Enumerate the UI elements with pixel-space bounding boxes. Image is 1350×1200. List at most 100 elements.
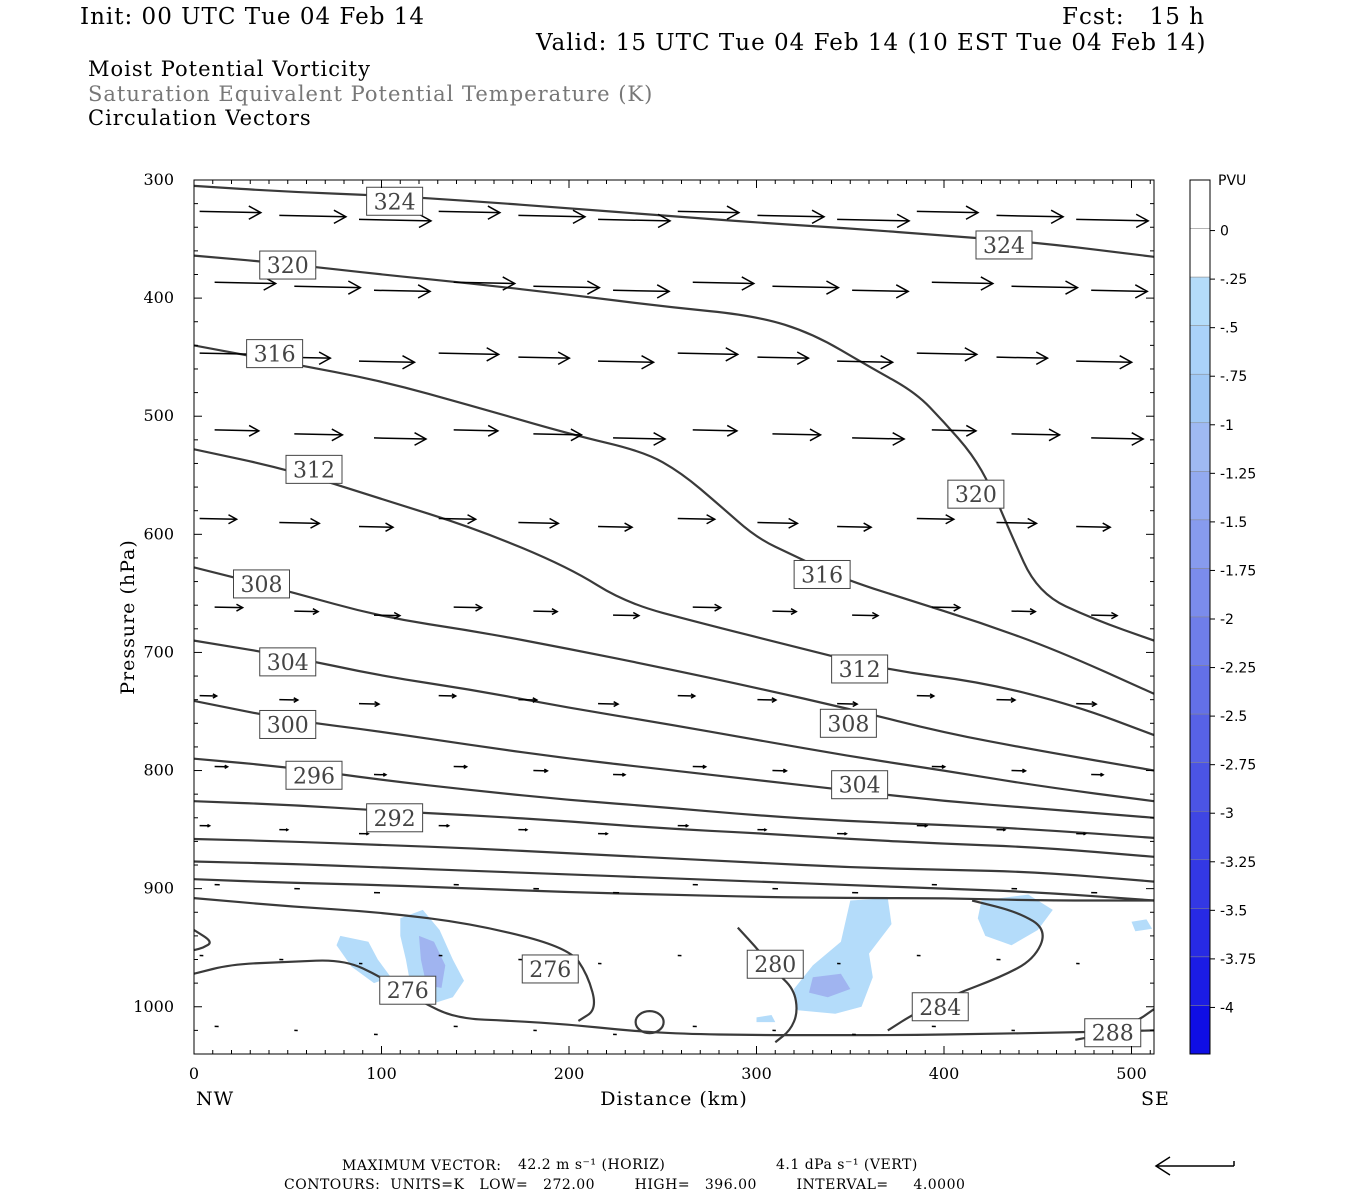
contour-label-308: 308 (827, 712, 869, 737)
contour-label-276: 276 (387, 979, 429, 1004)
contour-label-box (379, 975, 437, 1005)
contour-labels: 324 324 320 320 316 316 312 312 308 308 304 304 300 2… (233, 186, 1142, 1048)
vector-arrow (598, 213, 672, 229)
vector-arrow (1011, 768, 1028, 774)
vector-arrow (996, 351, 1050, 366)
contour-276 (194, 897, 596, 1022)
vector-arrow (438, 823, 451, 828)
legend-theta-es: Saturation Equivalent Potential Temperat… (88, 82, 654, 106)
colorbar-swatch (1189, 373, 1211, 424)
colorbar-unit: PVU (1218, 173, 1246, 189)
pv-region-2 (419, 935, 446, 988)
colorbar-label: -3.25 (1220, 855, 1256, 871)
vector-arrow (294, 608, 320, 616)
colorbar-swatch (1189, 228, 1211, 278)
vector-arrow (279, 828, 290, 832)
plot-frame (193, 179, 1155, 1055)
vector-arrow (1076, 700, 1098, 708)
vector-arrow (1091, 772, 1105, 777)
vector-arrow (279, 209, 348, 225)
x-tick-label: 200 (554, 1064, 585, 1083)
vector-arrow (373, 432, 428, 446)
vector-arrow (772, 608, 798, 616)
vector-arrow (837, 832, 848, 836)
max-vector-horiz: 42.2 m s⁻¹ (HORIZ) (518, 1157, 666, 1173)
contour-label-292: 292 (374, 807, 416, 832)
contour-label-box (793, 559, 851, 589)
contour-lines (194, 184, 1154, 1044)
vector-arrow (438, 514, 478, 525)
vector-arrow (438, 205, 502, 220)
pv-region-3 (794, 898, 892, 1014)
vector-arrow (757, 828, 768, 832)
vector-arrow (837, 213, 911, 229)
vector-arrow (294, 280, 362, 295)
pv-shading (336, 894, 1153, 1023)
vector-arrow (996, 517, 1039, 529)
vector-arrow (677, 823, 690, 828)
vector-arrow (598, 522, 634, 532)
colorbar-swatch (1189, 471, 1211, 521)
x-tick-label: 100 (366, 1064, 397, 1083)
contour-label-box (521, 954, 579, 984)
contour-label-box (975, 230, 1033, 260)
vector-arrow (1076, 213, 1150, 229)
colorbar-swatch (1189, 859, 1211, 909)
vector-arrow (852, 432, 906, 446)
x-end-label-se: SE (1141, 1088, 1170, 1110)
vector-arrow (358, 355, 417, 370)
vector-arrow (214, 603, 245, 612)
vector-arrow (294, 428, 344, 442)
vector-arrow (613, 772, 627, 777)
contour-label-box (233, 569, 290, 599)
vector-arrow (692, 603, 723, 612)
vector-arrow (772, 768, 788, 774)
colorbar-swatch (1189, 422, 1211, 472)
vector-arrow (852, 284, 910, 299)
colorbar-swatch (1189, 713, 1211, 763)
vector-arrow (533, 428, 584, 442)
vector-arrow (518, 828, 529, 832)
vector-arrow (996, 828, 1007, 832)
colorbar-swatch (1189, 665, 1211, 715)
vector-arrow (533, 608, 559, 616)
contour-label-box (285, 760, 343, 790)
vector-arrow (1076, 832, 1087, 836)
colorbar-swatch (1189, 1005, 1211, 1055)
contour-316 (194, 344, 1154, 695)
init-time: Init: 00 UTC Tue 04 Feb 14 (80, 4, 426, 30)
y-tick-label: 600 (143, 524, 174, 543)
colorbar-label: -1.25 (1220, 466, 1256, 482)
colorbar-swatch (1189, 908, 1211, 958)
contour-label-300: 300 (267, 713, 309, 738)
contour-edge-left (194, 929, 211, 952)
contour-label-276: 276 (529, 958, 571, 983)
contour-label-box (259, 709, 317, 739)
y-tick-label: 300 (143, 170, 174, 189)
vector-arrow (916, 514, 956, 525)
contour-300 (194, 699, 1154, 819)
valid-time: Valid: 15 UTC Tue 04 Feb 14 (10 EST Tue … (536, 30, 1207, 56)
vector-arrow (373, 284, 432, 299)
contour-label-316: 316 (254, 343, 296, 368)
y-axis-label: Pressure (hPa) (117, 539, 139, 695)
vector-arrow (279, 517, 321, 529)
vector-arrow (358, 522, 395, 532)
vector-arrow (692, 276, 756, 291)
forecast-hour: Fcst: 15 h (1062, 4, 1205, 30)
contour-324 (194, 184, 1154, 258)
contour-label-308: 308 (241, 573, 283, 598)
contour-label-324: 324 (983, 234, 1025, 259)
max-vector-label: MAXIMUM VECTOR: (342, 1158, 502, 1174)
pv-region-0 (336, 935, 391, 984)
pv-region-7 (756, 1015, 776, 1023)
vector-arrow (438, 693, 458, 699)
contour-label-312: 312 (839, 658, 881, 683)
vector-arrow (518, 351, 571, 366)
vector-arrow (373, 772, 388, 777)
vector-arrow (598, 700, 620, 708)
vector-arrow (1076, 522, 1112, 532)
vector-arrow (518, 697, 539, 703)
axes: 300 400 500 600 700 800 900 1000 0 100 200 300 400 50… (133, 170, 1154, 1083)
vector-arrow (358, 700, 381, 708)
